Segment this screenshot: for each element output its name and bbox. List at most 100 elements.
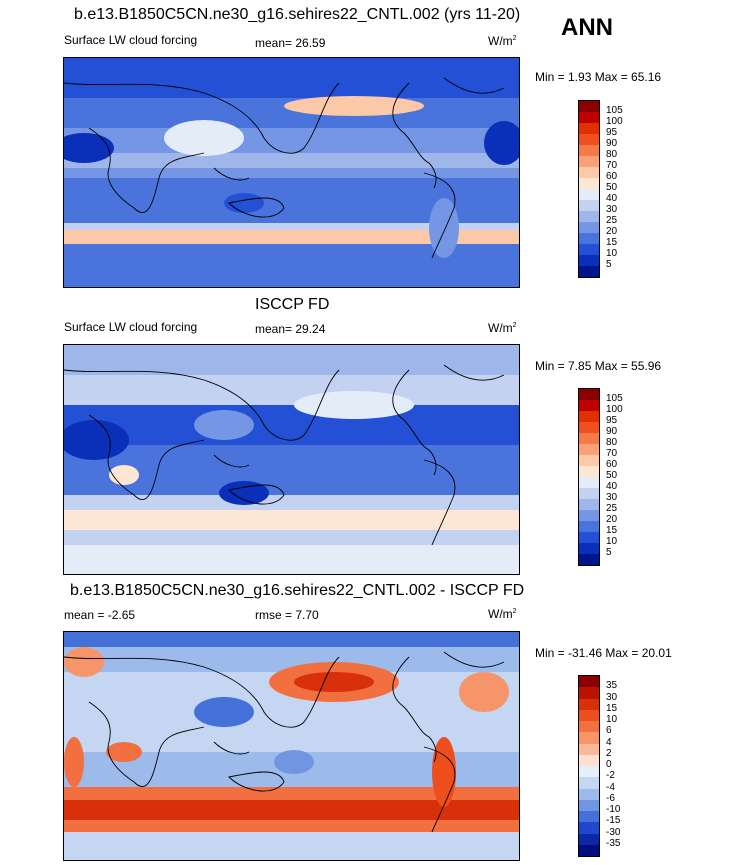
colorbar-tick-label: 0 — [606, 759, 612, 770]
panel1-minmax: Min = 1.93 Max = 65.16 — [535, 70, 662, 84]
season-label: ANN — [561, 14, 613, 41]
colorbar-tick-label: 30 — [606, 691, 618, 703]
colorbar-tick-label: 5 — [606, 547, 612, 558]
panel3-colorbar-ticks: 35 30 15 10 6 4 2 0 -2 -4 -6 -10 -15 -30 -35 — [578, 675, 638, 855]
colorbar-swatch — [579, 466, 599, 477]
colorbar-swatch — [579, 532, 599, 543]
colorbar-tick-label: 60 — [606, 459, 618, 470]
main-title: b.e13.B1850C5CN.ne30_g16.sehires22_CNTL.… — [74, 6, 521, 23]
colorbar-tick-label: 2 — [606, 747, 612, 759]
panel1-units: W/m2 — [488, 34, 517, 48]
colorbar-tick-label: 15 — [606, 702, 618, 714]
colorbar-swatch — [579, 777, 599, 789]
colorbar-swatch — [579, 788, 599, 800]
colorbar-tick-label: 35 — [606, 680, 618, 692]
panel2-units: W/m2 — [488, 321, 517, 335]
colorbar-tick-label: -2 — [606, 770, 615, 782]
colorbar-swatch — [579, 799, 599, 811]
colorbar-tick-label: -4 — [606, 781, 615, 793]
colorbar-tick-label: 20 — [606, 514, 618, 525]
colorbar-tick-label: 4 — [606, 736, 612, 748]
panel2-title: ISCCP FD — [255, 296, 330, 313]
colorbar-tick-label: 10 — [606, 714, 618, 725]
colorbar-swatch — [579, 499, 599, 510]
colorbar-tick-label: 20 — [606, 226, 618, 237]
colorbar-swatch — [579, 189, 599, 200]
colorbar-tick-label: 30 — [606, 492, 618, 503]
colorbar-swatch — [579, 833, 599, 845]
colorbar-tick-label: 60 — [606, 171, 618, 182]
colorbar-tick-label: -10 — [606, 804, 621, 815]
panel2-mean-label: mean= 29.24 — [255, 322, 326, 336]
panel1-map — [63, 57, 520, 288]
panel2-variable-label: Surface LW cloud forcing — [64, 320, 198, 334]
colorbar-tick-label: 90 — [606, 426, 618, 437]
panel3-colorbar — [578, 675, 600, 857]
colorbar-swatch — [579, 123, 599, 134]
colorbar-tick-label: 40 — [606, 193, 618, 204]
colorbar-tick-label: 80 — [606, 437, 618, 448]
colorbar-tick-label: 105 — [606, 393, 623, 404]
colorbar-swatch — [579, 255, 599, 266]
colorbar-swatch — [579, 766, 599, 778]
colorbar-tick-label: 105 — [606, 105, 623, 116]
colorbar-swatch — [579, 455, 599, 466]
colorbar-swatch — [579, 687, 599, 699]
colorbar-tick-label: 25 — [606, 215, 618, 226]
colorbar-swatch — [579, 676, 599, 688]
colorbar-swatch — [579, 112, 599, 123]
colorbar-tick-label: 70 — [606, 448, 618, 459]
panel3-map — [63, 631, 520, 861]
colorbar-swatch — [579, 244, 599, 255]
colorbar-swatch — [579, 200, 599, 211]
colorbar-tick-label: 6 — [606, 725, 612, 737]
colorbar-swatch — [579, 543, 599, 554]
panel2-map — [63, 344, 520, 575]
colorbar-swatch — [579, 510, 599, 521]
colorbar-swatch — [579, 732, 599, 744]
colorbar-tick-label: 70 — [606, 160, 618, 171]
colorbar-tick-label: -15 — [606, 815, 621, 827]
colorbar-tick-label: 95 — [606, 415, 618, 426]
panel1-mean-label: mean= 26.59 — [255, 36, 326, 50]
colorbar-tick-label: 50 — [606, 470, 618, 481]
colorbar-tick-label: 100 — [606, 116, 623, 127]
colorbar-swatch — [579, 156, 599, 167]
panel2-minmax: Min = 7.85 Max = 55.96 — [535, 359, 662, 373]
panel3-title: b.e13.B1850C5CN.ne30_g16.sehires22_CNTL.… — [70, 582, 525, 599]
colorbar-swatch — [579, 211, 599, 222]
colorbar-swatch — [579, 134, 599, 145]
colorbar-tick-label: 80 — [606, 149, 618, 160]
colorbar-tick-label: -30 — [606, 826, 621, 838]
panel2-colorbar-ticks: 105 100 95 90 80 70 60 50 40 30 25 20 15 10 5 — [578, 388, 638, 564]
colorbar-swatch — [579, 477, 599, 488]
colorbar-tick-label: -6 — [606, 792, 615, 804]
colorbar-tick-label: 5 — [606, 259, 612, 270]
panel1-colorbar — [578, 100, 600, 278]
colorbar-swatch — [579, 721, 599, 733]
colorbar-tick-label: 95 — [606, 127, 618, 138]
colorbar-swatch — [579, 400, 599, 411]
panel1-colorbar-ticks: 105 100 95 90 80 70 60 50 40 30 25 20 15 10 5 — [578, 100, 638, 276]
colorbar-swatch — [579, 233, 599, 244]
colorbar-tick-label: 30 — [606, 204, 618, 215]
panel3-minmax: Min = -31.46 Max = 20.01 — [535, 646, 672, 660]
colorbar-tick-label: 10 — [606, 536, 618, 547]
colorbar-swatch — [579, 389, 599, 400]
panel3-mean-label: mean = -2.65 — [64, 608, 136, 622]
colorbar-swatch — [579, 411, 599, 422]
colorbar-swatch — [579, 433, 599, 444]
colorbar-swatch — [579, 101, 599, 112]
colorbar-swatch — [579, 844, 599, 856]
colorbar-swatch — [579, 145, 599, 156]
colorbar-tick-label: 15 — [606, 525, 618, 536]
colorbar-swatch — [579, 743, 599, 755]
colorbar-tick-label: 10 — [606, 248, 618, 259]
colorbar-tick-label: -35 — [606, 837, 621, 849]
colorbar-tick-label: 40 — [606, 481, 618, 492]
colorbar-swatch — [579, 167, 599, 178]
panel1-variable-label: Surface LW cloud forcing — [64, 33, 198, 47]
colorbar-swatch — [579, 422, 599, 433]
colorbar-swatch — [579, 811, 599, 823]
panel2-colorbar — [578, 388, 600, 566]
